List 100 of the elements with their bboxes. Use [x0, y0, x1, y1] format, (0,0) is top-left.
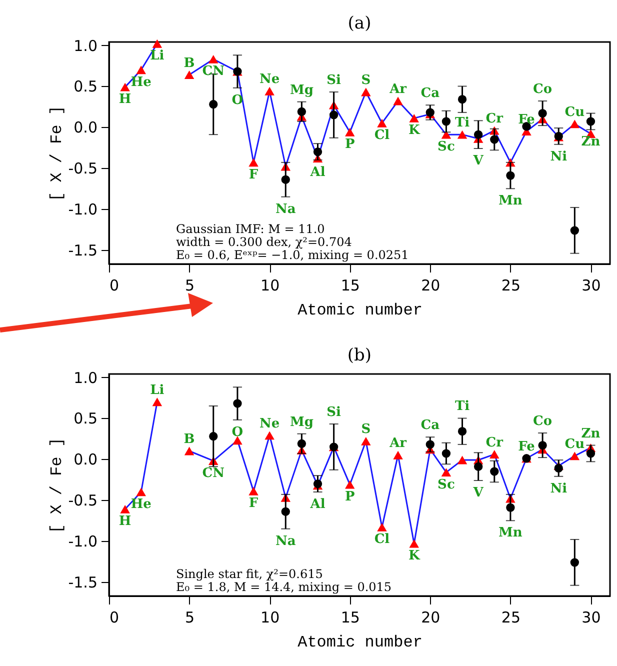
- x-tick-label: 0: [110, 608, 120, 626]
- point: [409, 539, 419, 548]
- annotation: Na: [275, 534, 296, 549]
- point: [554, 464, 563, 473]
- annotation: Ar: [388, 436, 407, 452]
- annotation: Gaussian IMF: M = 11.0: [176, 222, 325, 236]
- point: [344, 480, 355, 489]
- annotation: Ni: [550, 149, 568, 164]
- y-tick-label: 0.5: [74, 410, 98, 428]
- annotation: He: [130, 496, 152, 512]
- y-tick-label: -1.0: [68, 532, 98, 551]
- annotation: B: [184, 56, 195, 71]
- point: [184, 70, 194, 79]
- y-tick-label: 0.0: [74, 450, 98, 469]
- point: [313, 147, 322, 156]
- point: [570, 120, 580, 128]
- y-tick-label: -1.5: [68, 574, 98, 592]
- x-tick-label: 25: [501, 276, 520, 294]
- point: [586, 117, 596, 126]
- point: [474, 130, 483, 139]
- annotation: Mg: [290, 414, 314, 430]
- annotation: F: [248, 496, 259, 512]
- point: [442, 449, 451, 458]
- point: [458, 427, 467, 436]
- point: [426, 440, 434, 449]
- point: [538, 440, 547, 450]
- point: [474, 462, 483, 471]
- annotation: S: [361, 422, 371, 438]
- point: [586, 449, 596, 458]
- annotation: Li: [150, 382, 164, 398]
- point: [329, 110, 338, 120]
- point: [232, 436, 242, 445]
- annotation: Ne: [260, 72, 280, 88]
- point: [393, 450, 403, 460]
- point: [570, 558, 580, 567]
- annotation: Si: [326, 72, 342, 88]
- annotation: Cr: [486, 111, 504, 126]
- annotation: Ti: [454, 116, 470, 131]
- annotation: Ar: [388, 82, 407, 97]
- point: [490, 450, 500, 458]
- point: [136, 488, 146, 496]
- y-tick-label: 0.5: [74, 78, 98, 96]
- annotation: H: [118, 92, 132, 108]
- point: [248, 158, 258, 167]
- x-tick-label: 20: [421, 608, 440, 626]
- annotation: Mn: [498, 194, 523, 209]
- annotation: F: [248, 167, 259, 182]
- point: [570, 226, 580, 235]
- annotation: Mg: [290, 82, 314, 98]
- annotation: Si: [326, 404, 342, 420]
- y-tick-label: 1.0: [74, 368, 98, 387]
- y-axis-title: [ X / Fe ]: [48, 105, 66, 202]
- annotation: Ca: [420, 86, 440, 102]
- point: [344, 128, 355, 136]
- point: [184, 446, 194, 456]
- point: [457, 130, 468, 139]
- x-axis-title: Atomic number: [298, 634, 422, 652]
- point: [490, 467, 499, 476]
- annotation: P: [344, 137, 355, 152]
- annotation: K: [408, 548, 420, 564]
- point: [441, 130, 452, 139]
- chart-title: (b): [347, 345, 372, 366]
- point: [377, 118, 387, 128]
- point: [248, 486, 258, 496]
- point: [409, 114, 419, 122]
- y-tick-label: -1.5: [68, 242, 98, 260]
- x-tick-label: 30: [582, 276, 601, 294]
- point: [506, 171, 515, 180]
- point: [209, 100, 218, 109]
- point: [209, 432, 218, 441]
- annotation: V: [472, 485, 484, 500]
- annotation: Ca: [420, 418, 440, 434]
- y-tick-label: -1.0: [68, 200, 98, 219]
- annotation: Ti: [454, 399, 470, 414]
- point: [570, 452, 580, 460]
- y-tick-label: -0.5: [68, 492, 98, 510]
- annotation: P: [344, 490, 355, 505]
- point: [233, 399, 242, 408]
- annotation: He: [130, 74, 152, 90]
- annotation: Na: [275, 202, 296, 217]
- annotation: Cr: [486, 435, 504, 450]
- point: [136, 66, 146, 74]
- x-tick-label: 10: [260, 276, 280, 294]
- point: [152, 39, 162, 48]
- annotation: CN: [202, 466, 225, 481]
- point: [152, 398, 162, 406]
- point: [490, 135, 499, 144]
- annotation: O: [232, 424, 244, 440]
- annotation: Mn: [498, 526, 523, 541]
- annotation: S: [361, 72, 371, 88]
- annotation: O: [232, 92, 244, 108]
- x-tick-label: 15: [340, 276, 360, 294]
- annotation: K: [408, 123, 420, 138]
- point: [442, 117, 451, 126]
- chart-title: (a): [348, 13, 372, 34]
- point: [458, 95, 467, 104]
- annotation: Al: [309, 164, 326, 180]
- annotation: Ne: [260, 416, 280, 432]
- x-tick-label: 0: [110, 276, 120, 294]
- x-tick-label: 20: [421, 276, 440, 294]
